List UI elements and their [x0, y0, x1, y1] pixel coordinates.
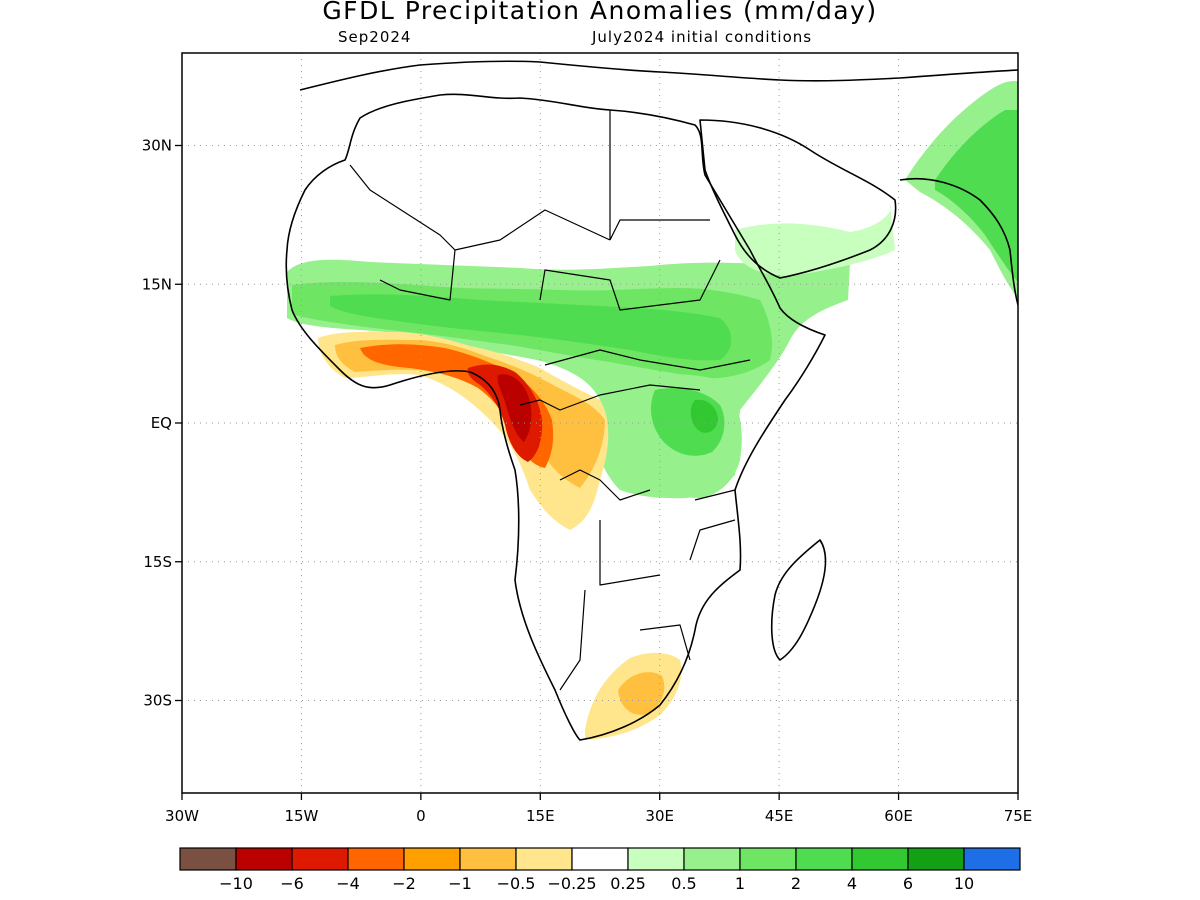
legend-swatch	[235, 847, 293, 871]
legend-swatch	[795, 847, 853, 871]
legend-swatch	[179, 847, 237, 871]
legend-label: 10	[954, 874, 974, 893]
legend-label: −0.25	[547, 874, 596, 893]
anomaly-fields	[287, 81, 1018, 740]
coastlines	[285, 60, 1018, 741]
south-asia-coastline	[899, 177, 1018, 306]
lon-tick-label: 45E	[765, 807, 794, 825]
legend-swatch	[963, 847, 1021, 871]
legend-label: −10	[219, 874, 253, 893]
legend-label: 0.25	[610, 874, 646, 893]
lon-tick-label: 30W	[165, 807, 199, 825]
latitude-ticks: 30N 15N EQ 15S 30S	[142, 137, 182, 710]
legend-label: 1	[735, 874, 745, 893]
legend-label: 6	[903, 874, 913, 893]
lat-tick-label: 30S	[143, 692, 172, 710]
sahel-wet-core	[330, 294, 732, 361]
legend-swatch	[515, 847, 573, 871]
south-africa-dry-core	[618, 672, 665, 715]
legend-label: −4	[336, 874, 360, 893]
asia-wet-core	[935, 110, 1018, 283]
lon-tick-label: 15E	[526, 807, 555, 825]
legend-label: 0.5	[671, 874, 696, 893]
lat-tick-label: EQ	[151, 414, 172, 432]
legend-swatch	[459, 847, 517, 871]
africa-coastline	[285, 93, 826, 741]
graticule	[182, 53, 1018, 793]
legend-label: 2	[791, 874, 801, 893]
lon-tick-label: 15W	[284, 807, 318, 825]
lon-tick-label: 75E	[1004, 807, 1033, 825]
lon-tick-label: 60E	[884, 807, 913, 825]
map-title: GFDL Precipitation Anomalies (mm/day)	[322, 0, 878, 25]
guinea-coast-dry-mid	[335, 339, 605, 488]
legend-swatch	[739, 847, 797, 871]
legend-label: −2	[392, 874, 416, 893]
cameroon-dry-peak	[497, 374, 532, 442]
europe-coastline	[299, 60, 1018, 91]
legend-label: 4	[847, 874, 857, 893]
lon-tick-label: 30E	[645, 807, 674, 825]
lon-tick-label: 0	[416, 807, 426, 825]
legend-swatch	[291, 847, 349, 871]
legend-label: −6	[280, 874, 304, 893]
madagascar	[770, 539, 827, 661]
legend-swatch	[347, 847, 405, 871]
legend-swatch	[571, 847, 629, 871]
legend-label: −1	[448, 874, 472, 893]
legend-swatch	[851, 847, 909, 871]
arabia-wet	[735, 205, 895, 276]
color-legend: −10 −6 −4 −2 −1 −0.5 −0.25 0.25 0.5 1 2 4 6 10	[179, 847, 1021, 893]
lat-tick-label: 15S	[143, 553, 172, 571]
initial-conditions-label: July2024 initial conditions	[592, 28, 813, 46]
lat-tick-label: 30N	[142, 137, 172, 155]
forecast-month: Sep2024	[338, 28, 412, 46]
arabia-coastline	[699, 119, 897, 279]
longitude-ticks: 30W 15W 0 15E 30E 45E 60E 75E	[165, 793, 1032, 825]
lat-tick-label: 15N	[142, 275, 172, 293]
legend-swatch	[403, 847, 461, 871]
legend-label: −0.5	[497, 874, 536, 893]
legend-swatch	[683, 847, 741, 871]
country-borders	[349, 110, 751, 691]
east-africa-wet-peak	[690, 399, 718, 433]
legend-swatch	[627, 847, 685, 871]
legend-swatch	[907, 847, 965, 871]
